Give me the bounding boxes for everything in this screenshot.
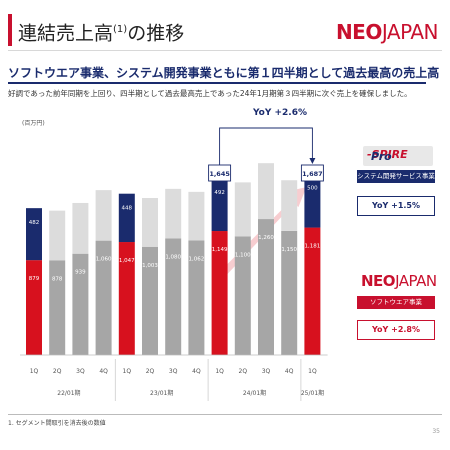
- bar-software-label-7: 1,062: [189, 256, 205, 262]
- bar-software-2: [72, 253, 89, 355]
- page-number: 35: [432, 428, 440, 435]
- yoy-total-label: YoY +2.6%: [252, 108, 308, 118]
- x-tick-8: 1Q: [215, 368, 224, 375]
- unit-label: (百万円): [22, 120, 45, 127]
- bar-sysdev-4: [118, 193, 135, 243]
- x-tick-2: 3Q: [76, 368, 85, 375]
- bar-sysdev-2: [72, 202, 89, 254]
- neojapan-segment-tag: ソフトウエア事業: [357, 296, 435, 309]
- x-tick-5: 2Q: [146, 368, 155, 375]
- footer-divider: [8, 414, 442, 415]
- x-tick-4: 1Q: [123, 368, 132, 375]
- bar-software-label-6: 1,080: [165, 254, 181, 260]
- bar-sysdev-12: [304, 173, 321, 228]
- bar-software-8: [211, 231, 228, 355]
- yoy-bracket-arrowhead: [309, 158, 316, 164]
- bar-sysdev-label-8: 492: [214, 190, 225, 196]
- bar-software-5: [142, 246, 158, 355]
- title-divider: [8, 50, 442, 51]
- period-label-3: 25/01期: [301, 389, 324, 397]
- bar-software-label-5: 1,003: [142, 263, 158, 269]
- callout-label-1: 1,687: [302, 170, 323, 178]
- bar-sysdev-9: [234, 182, 251, 237]
- headline: ソフトウエア事業、システム開発事業ともに第１四半期として過去最高の売上高: [8, 66, 440, 80]
- bar-software-label-3: 1,060: [96, 257, 112, 263]
- bar-software-9: [234, 236, 251, 355]
- prospire-yoy: YoY +1.5%: [357, 196, 435, 216]
- bar-software-12: [304, 227, 321, 355]
- x-tick-11: 4Q: [285, 368, 294, 375]
- bar-sysdev-label-4: 448: [122, 206, 133, 212]
- bar-software-label-10: 1,260: [258, 235, 274, 241]
- x-tick-10: 3Q: [262, 368, 271, 375]
- x-tick-9: 2Q: [239, 368, 248, 375]
- x-tick-7: 4Q: [192, 368, 201, 375]
- bar-software-1: [49, 260, 66, 355]
- bar-software-label-12: 1,181: [305, 244, 321, 250]
- bar-software-label-8: 1,149: [212, 247, 228, 253]
- bar-sysdev-0: [26, 208, 42, 261]
- title-accent-bar: [8, 14, 12, 46]
- bar-sysdev-7: [188, 191, 205, 241]
- x-tick-3: 4Q: [99, 368, 108, 375]
- x-tick-1: 2Q: [53, 368, 62, 375]
- bar-software-label-11: 1,150: [281, 247, 297, 253]
- bar-software-label-4: 1,047: [119, 258, 135, 264]
- prospire-logo: Pro -SPIRE: [363, 146, 433, 166]
- bar-software-11: [281, 230, 298, 355]
- bar-software-10: [258, 219, 274, 355]
- bar-sysdev-6: [165, 188, 182, 239]
- bar-sysdev-8: [211, 177, 228, 232]
- bar-software-6: [165, 238, 182, 355]
- callout-label-0: 1,645: [209, 170, 230, 178]
- footnote: 1. セグメント間取引を消去後の数値: [8, 420, 106, 427]
- x-tick-0: 1Q: [30, 368, 39, 375]
- bar-software-3: [95, 240, 112, 355]
- page-title: 連結売上高(1)の推移: [18, 22, 185, 45]
- neojapan-logo: NEOJAPAN: [335, 20, 439, 44]
- bar-software-0: [26, 260, 42, 355]
- bar-software-label-0: 879: [29, 276, 40, 282]
- period-label-1: 23/01期: [150, 389, 173, 397]
- headline-underline: [8, 82, 426, 84]
- x-tick-6: 3Q: [169, 368, 178, 375]
- bar-software-7: [188, 240, 205, 355]
- bar-sysdev-10: [258, 163, 274, 220]
- bar-software-label-1: 878: [52, 276, 63, 282]
- period-label-2: 24/01期: [243, 389, 266, 397]
- neojapan-segment-logo: NEOJAPAN: [361, 272, 437, 290]
- x-tick-12: 1Q: [308, 368, 317, 375]
- bar-sysdev-5: [142, 198, 158, 247]
- yoy-bracket: [219, 127, 313, 165]
- bar-software-label-2: 939: [75, 270, 86, 276]
- bar-sysdev-label-0: 482: [29, 220, 40, 226]
- bar-software-label-9: 1,100: [235, 252, 251, 258]
- bar-software-4: [118, 242, 135, 355]
- bar-sysdev-3: [95, 190, 112, 241]
- bar-sysdev-1: [49, 210, 66, 261]
- bar-sysdev-11: [281, 180, 298, 231]
- callout-box-1: [300, 164, 324, 182]
- neojapan-yoy: YoY +2.8%: [357, 320, 435, 340]
- bar-sysdev-label-12: 500: [307, 186, 318, 192]
- period-label-0: 22/01期: [57, 389, 80, 397]
- prospire-segment-tag: システム開発サービス事業: [357, 170, 435, 183]
- subtext: 好調であった前年同期を上回り、四半期として過去最高売上であった24年1月期第３四…: [8, 89, 412, 98]
